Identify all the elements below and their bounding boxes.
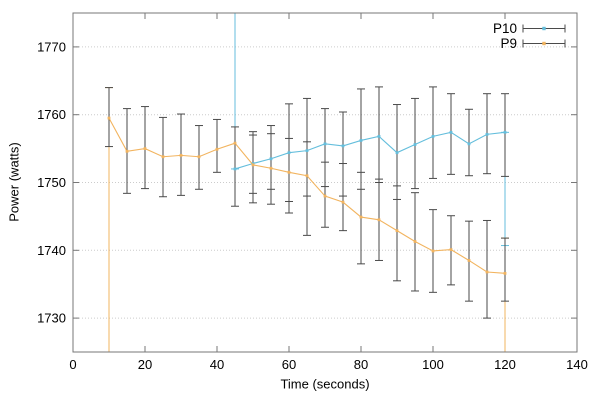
point-p9: [359, 215, 363, 219]
point-p9: [251, 163, 255, 167]
point-p9: [143, 147, 147, 150]
point-p9: [341, 200, 345, 204]
x-tick-label: 0: [69, 357, 76, 372]
line-p10: [234, 131, 506, 170]
point-p9: [179, 153, 183, 157]
point-p9: [269, 166, 273, 170]
x-tick-label: 120: [494, 357, 516, 372]
point-p9: [377, 218, 381, 222]
legend-label-p10: P10: [492, 21, 517, 36]
legend-label-p9: P9: [500, 36, 517, 51]
point-p9: [161, 155, 165, 159]
x-tick-label: 40: [210, 357, 224, 372]
point-p9: [323, 194, 327, 198]
point-p10: [395, 151, 399, 155]
y-tick-label: 1740: [37, 243, 66, 258]
point-p9: [215, 147, 219, 151]
point-p9: [503, 271, 507, 275]
point-p10: [413, 143, 417, 146]
point-p9: [287, 170, 291, 174]
x-tick-label: 100: [422, 357, 444, 372]
point-p9: [197, 155, 201, 159]
x-axis-label: Time (seconds): [280, 376, 370, 392]
point-p9: [431, 249, 435, 253]
point-p10: [503, 130, 507, 134]
y-tick-label: 1750: [37, 175, 66, 190]
point-p10: [467, 142, 471, 146]
point-p10: [233, 167, 237, 171]
x-tick-label: 20: [138, 357, 152, 372]
point-p10: [359, 139, 363, 142]
point-p10: [287, 151, 291, 155]
point-p10: [485, 132, 489, 136]
x-tick-label: 80: [354, 357, 368, 372]
point-p9: [395, 229, 399, 233]
point-p9: [107, 116, 111, 120]
x-tick-label: 60: [282, 357, 296, 372]
point-p10: [323, 142, 327, 146]
point-p10: [449, 130, 453, 134]
point-p9: [305, 174, 309, 178]
point-p9: [413, 240, 417, 243]
plot-area: [105, 13, 509, 352]
y-tick-label: 1770: [37, 39, 66, 54]
point-p9: [485, 270, 489, 274]
legend-sample-p9: [522, 39, 566, 48]
point-p10: [305, 149, 309, 153]
point-p9: [449, 248, 453, 252]
y-tick-label: 1730: [37, 311, 66, 326]
point-p9: [467, 259, 471, 262]
point-p10: [341, 144, 345, 148]
x-tick-label: 140: [566, 357, 588, 372]
legend-sample-p10: [522, 24, 566, 33]
point-p10: [377, 134, 381, 138]
point-p10: [269, 157, 273, 161]
y-tick-label: 1760: [37, 107, 66, 122]
y-axis-label: Power (watts): [6, 142, 22, 222]
point-p9: [233, 141, 237, 145]
point-p10: [431, 134, 435, 138]
point-p9: [125, 149, 129, 153]
